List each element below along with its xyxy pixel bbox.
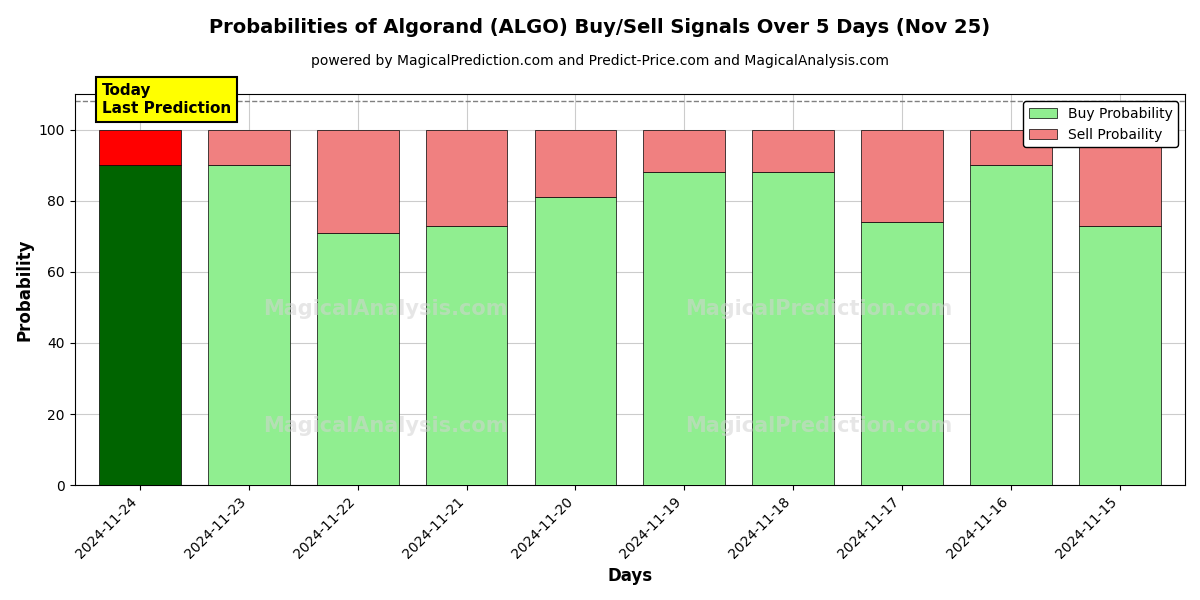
Text: Today
Last Prediction: Today Last Prediction xyxy=(102,83,232,116)
Bar xyxy=(862,222,943,485)
Text: powered by MagicalPrediction.com and Predict-Price.com and MagicalAnalysis.com: powered by MagicalPrediction.com and Pre… xyxy=(311,54,889,68)
Bar xyxy=(862,130,943,222)
Bar xyxy=(534,197,617,485)
Bar xyxy=(100,130,181,165)
Bar xyxy=(970,165,1051,485)
Bar xyxy=(317,233,398,485)
Bar xyxy=(752,172,834,485)
Bar xyxy=(970,130,1051,165)
Bar xyxy=(317,130,398,233)
Bar xyxy=(643,130,725,172)
Bar xyxy=(208,165,289,485)
Text: MagicalPrediction.com: MagicalPrediction.com xyxy=(685,299,953,319)
Bar xyxy=(426,226,508,485)
Text: Probabilities of Algorand (ALGO) Buy/Sell Signals Over 5 Days (Nov 25): Probabilities of Algorand (ALGO) Buy/Sel… xyxy=(210,18,990,37)
Bar xyxy=(643,172,725,485)
Bar xyxy=(534,130,617,197)
Bar xyxy=(100,165,181,485)
Bar xyxy=(752,130,834,172)
Bar xyxy=(426,130,508,226)
Bar xyxy=(208,130,289,165)
Text: MagicalAnalysis.com: MagicalAnalysis.com xyxy=(263,416,508,436)
X-axis label: Days: Days xyxy=(607,567,653,585)
Text: MagicalAnalysis.com: MagicalAnalysis.com xyxy=(263,299,508,319)
Bar xyxy=(1079,226,1160,485)
Text: MagicalPrediction.com: MagicalPrediction.com xyxy=(685,416,953,436)
Bar xyxy=(1079,130,1160,226)
Y-axis label: Probability: Probability xyxy=(16,238,34,341)
Legend: Buy Probability, Sell Probaility: Buy Probability, Sell Probaility xyxy=(1024,101,1178,147)
